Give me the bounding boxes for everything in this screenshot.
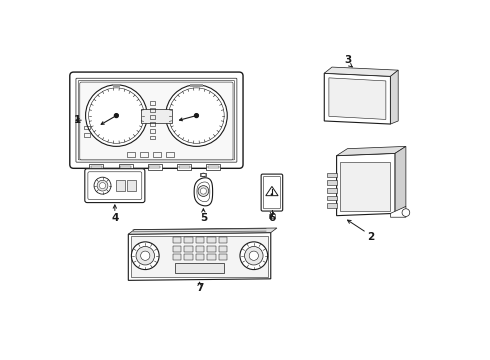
- Bar: [150, 122, 155, 126]
- Bar: [149, 166, 160, 168]
- Bar: [131, 236, 268, 277]
- Bar: [327, 172, 337, 177]
- Bar: [327, 180, 337, 185]
- Bar: [89, 165, 103, 170]
- Polygon shape: [337, 147, 406, 156]
- Bar: [150, 108, 155, 112]
- Polygon shape: [128, 228, 277, 234]
- Polygon shape: [395, 147, 406, 213]
- Polygon shape: [324, 67, 398, 76]
- Bar: [327, 203, 337, 208]
- Bar: [172, 254, 181, 260]
- Bar: [150, 129, 155, 132]
- Polygon shape: [329, 78, 386, 120]
- Circle shape: [131, 242, 159, 270]
- Circle shape: [195, 114, 198, 117]
- Bar: [179, 166, 190, 168]
- Circle shape: [166, 85, 227, 147]
- Bar: [207, 237, 216, 243]
- Bar: [206, 165, 220, 170]
- Bar: [150, 101, 155, 105]
- Bar: [207, 246, 216, 252]
- Polygon shape: [128, 233, 271, 280]
- Circle shape: [86, 85, 147, 147]
- Bar: [327, 188, 337, 193]
- Bar: [207, 254, 216, 260]
- Bar: [196, 254, 204, 260]
- Text: 6: 6: [269, 213, 275, 223]
- Text: 5: 5: [200, 213, 207, 223]
- Circle shape: [97, 180, 108, 191]
- FancyBboxPatch shape: [261, 174, 283, 211]
- Bar: [167, 152, 174, 157]
- FancyBboxPatch shape: [80, 82, 233, 160]
- Bar: [184, 246, 193, 252]
- Bar: [177, 165, 191, 170]
- Bar: [91, 166, 102, 168]
- Bar: [150, 136, 155, 139]
- Text: 4: 4: [111, 213, 119, 223]
- Bar: [117, 180, 125, 191]
- Bar: [150, 115, 155, 119]
- Bar: [140, 152, 148, 157]
- Bar: [208, 166, 219, 168]
- Bar: [148, 165, 162, 170]
- Bar: [113, 84, 120, 87]
- Bar: [175, 264, 224, 273]
- Bar: [196, 237, 204, 243]
- Bar: [84, 126, 90, 130]
- Bar: [219, 237, 227, 243]
- Text: 3: 3: [344, 55, 352, 65]
- Polygon shape: [324, 73, 391, 124]
- Bar: [172, 237, 181, 243]
- Bar: [127, 152, 135, 157]
- Bar: [172, 246, 181, 252]
- Bar: [269, 214, 274, 218]
- Bar: [200, 172, 206, 176]
- Circle shape: [141, 251, 150, 260]
- Circle shape: [136, 247, 154, 265]
- Circle shape: [94, 177, 111, 194]
- Text: 1: 1: [74, 115, 81, 125]
- Circle shape: [240, 242, 268, 270]
- Bar: [190, 84, 203, 87]
- Polygon shape: [337, 153, 395, 216]
- Bar: [119, 165, 132, 170]
- Bar: [340, 162, 391, 211]
- Bar: [120, 166, 131, 168]
- Bar: [184, 237, 193, 243]
- Circle shape: [271, 194, 272, 195]
- Circle shape: [198, 186, 209, 197]
- Circle shape: [249, 251, 258, 260]
- Bar: [219, 246, 227, 252]
- Text: 7: 7: [196, 283, 203, 293]
- Text: 2: 2: [367, 232, 374, 242]
- Polygon shape: [391, 70, 398, 124]
- Polygon shape: [391, 206, 406, 217]
- Bar: [153, 152, 161, 157]
- Bar: [327, 195, 337, 200]
- Circle shape: [115, 114, 118, 117]
- Bar: [196, 246, 204, 252]
- Circle shape: [99, 183, 106, 189]
- Circle shape: [402, 209, 410, 216]
- Circle shape: [200, 188, 206, 194]
- Bar: [141, 109, 172, 123]
- FancyBboxPatch shape: [85, 169, 145, 203]
- Bar: [184, 254, 193, 260]
- Circle shape: [245, 247, 263, 265]
- Bar: [219, 254, 227, 260]
- Bar: [84, 133, 90, 137]
- Bar: [127, 180, 136, 191]
- Polygon shape: [194, 178, 213, 206]
